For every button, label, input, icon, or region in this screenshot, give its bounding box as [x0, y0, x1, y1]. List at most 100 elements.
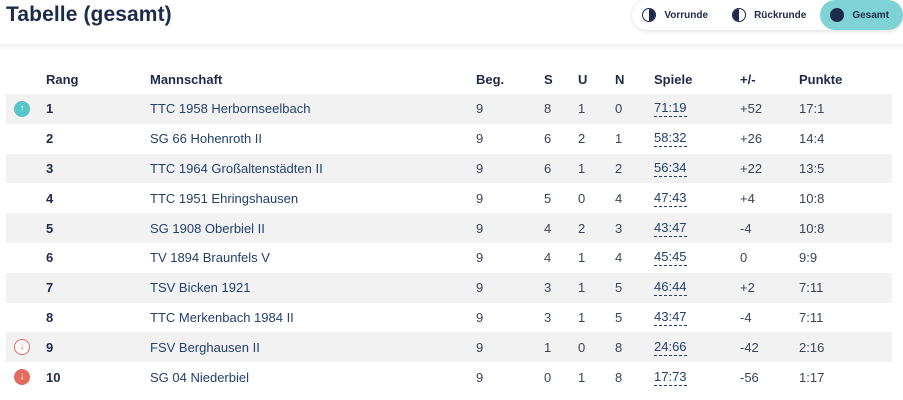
col-rang[interactable]: Rang — [46, 71, 79, 87]
relegation-arrow-down-icon: ↓ — [14, 339, 30, 356]
losses: 2 — [615, 160, 623, 176]
toggle-rueckrunde[interactable]: Rückrunde — [722, 0, 820, 30]
col-s[interactable]: S — [544, 71, 553, 87]
wins: 4 — [544, 220, 552, 236]
losses: 4 — [615, 190, 623, 206]
points: 7:11 — [799, 309, 824, 325]
wins: 4 — [544, 250, 552, 266]
full-circle-icon — [830, 8, 845, 22]
col-punkte[interactable]: Punkte — [799, 71, 843, 87]
table-row: 5 SG 1908 Oberbiel II 9 4 2 3 43:47 -4 10:8 — [6, 213, 892, 243]
losses: 8 — [615, 339, 623, 355]
games-score-link[interactable]: 47:43 — [654, 189, 687, 207]
rank: 1 — [46, 101, 54, 117]
standings-table: Rang Mannschaft Beg. S U N Spiele +/- Pu… — [6, 64, 892, 392]
toggle-gesamt[interactable]: Gesamt — [820, 0, 903, 30]
table-row: 3 TTC 1964 Großaltenstädten II 9 6 1 2 56:34 +2… — [6, 153, 892, 184]
points: 7:11 — [799, 280, 824, 296]
team-name: SG 1908 Oberbiel II — [150, 220, 265, 236]
col-diff[interactable]: +/- — [740, 71, 756, 87]
draws: 1 — [578, 250, 586, 266]
games-score-link[interactable]: 24:66 — [654, 338, 687, 356]
toggle-vorrunde[interactable]: Vorrunde — [632, 0, 722, 30]
games-score-link[interactable]: 17:73 — [654, 368, 687, 386]
team-name: TTC Merkenbach 1984 II — [150, 309, 294, 325]
score-difference: -42 — [740, 339, 759, 355]
games-score-link[interactable]: 46:44 — [654, 279, 687, 297]
draws: 0 — [578, 190, 586, 206]
rank: 7 — [46, 280, 54, 296]
team-name: SG 04 Niederbiel — [150, 369, 249, 385]
score-difference: +4 — [740, 190, 755, 206]
draws: 1 — [578, 101, 586, 117]
draws: 1 — [578, 369, 586, 385]
rank: 4 — [46, 190, 54, 206]
score-difference: +52 — [740, 101, 763, 117]
half-circle-right-icon — [642, 8, 657, 22]
points: 10:8 — [799, 220, 825, 236]
table-row: 8 TTC Merkenbach 1984 II 9 3 1 5 43:47 -4 7:11 — [6, 303, 892, 333]
games-score-link[interactable]: 71:19 — [654, 100, 687, 118]
games-played: 9 — [476, 339, 484, 355]
team-name: SG 66 Hohenroth II — [150, 131, 263, 147]
toggle-label: Rückrunde — [754, 9, 807, 21]
round-toggle-group: Vorrunde Rückrunde Gesamt — [632, 0, 903, 30]
promotion-arrow-up-icon: ↑ — [14, 100, 30, 117]
col-u[interactable]: U — [578, 71, 588, 87]
losses: 1 — [615, 131, 623, 147]
relegation-arrow-down-icon: ↓ — [14, 369, 30, 386]
points: 17:1 — [799, 101, 825, 117]
losses: 8 — [615, 369, 623, 385]
col-spiele[interactable]: Spiele — [654, 71, 693, 87]
team-name: TTC 1951 Ehringshausen — [150, 190, 299, 206]
games-played: 9 — [476, 190, 484, 206]
wins: 0 — [544, 369, 552, 385]
games-played: 9 — [476, 250, 484, 266]
points: 1:17 — [799, 369, 825, 385]
col-n[interactable]: N — [615, 71, 625, 87]
rank: 9 — [46, 339, 54, 355]
score-difference: +2 — [740, 280, 755, 296]
score-difference: +26 — [740, 131, 763, 147]
team-name: TV 1894 Braunfels V — [150, 250, 270, 266]
games-score-link[interactable]: 43:47 — [654, 308, 687, 326]
col-beg[interactable]: Beg. — [476, 71, 505, 87]
table-row: ↓ 10 SG 04 Niederbiel 9 0 1 8 17:73 -56 1:17 — [6, 362, 892, 392]
games-score-link[interactable]: 56:34 — [654, 159, 687, 177]
points: 2:16 — [799, 339, 825, 355]
page-header: Tabelle (gesamt) Vorrunde Rückrunde Gesa… — [0, 0, 903, 44]
table-row: 7 TSV Bicken 1921 9 3 1 5 46:44 +2 7:11 — [6, 272, 892, 303]
wins: 3 — [544, 309, 552, 325]
page-title: Tabelle (gesamt) — [6, 3, 172, 26]
toggle-label: Vorrunde — [664, 9, 709, 21]
games-played: 9 — [476, 280, 484, 296]
rank: 5 — [46, 220, 54, 236]
team-name: FSV Berghausen II — [150, 339, 260, 355]
table-row: ↑ 1 TTC 1958 Herbornseelbach 9 8 1 0 71:19 +52 17… — [6, 94, 892, 124]
losses: 5 — [615, 280, 623, 296]
table-header: Rang Mannschaft Beg. S U N Spiele +/- Pu… — [6, 64, 892, 94]
rank: 10 — [46, 369, 61, 385]
table-row: 6 TV 1894 Braunfels V 9 4 1 4 45:45 0 9:9 — [6, 243, 892, 273]
col-team[interactable]: Mannschaft — [150, 71, 223, 87]
losses: 3 — [615, 220, 623, 236]
draws: 2 — [578, 131, 586, 147]
table-row: ↓ 9 FSV Berghausen II 9 1 0 8 24:66 -42 2:16 — [6, 332, 892, 363]
games-score-link[interactable]: 45:45 — [654, 249, 687, 267]
games-played: 9 — [476, 220, 484, 236]
games-score-link[interactable]: 43:47 — [654, 219, 687, 237]
team-name: TTC 1958 Herbornseelbach — [150, 101, 311, 117]
team-name: TSV Bicken 1921 — [150, 280, 251, 296]
games-played: 9 — [476, 369, 484, 385]
team-name: TTC 1964 Großaltenstädten II — [150, 160, 323, 176]
wins: 1 — [544, 339, 552, 355]
wins: 5 — [544, 190, 552, 206]
games-score-link[interactable]: 58:32 — [654, 130, 687, 148]
points: 10:8 — [799, 190, 825, 206]
rank: 8 — [46, 309, 54, 325]
toggle-label: Gesamt — [852, 9, 889, 21]
wins: 3 — [544, 280, 552, 296]
table-row: 2 SG 66 Hohenroth II 9 6 2 1 58:32 +26 14:4 — [6, 124, 892, 154]
score-difference: -56 — [740, 369, 759, 385]
losses: 5 — [615, 309, 623, 325]
